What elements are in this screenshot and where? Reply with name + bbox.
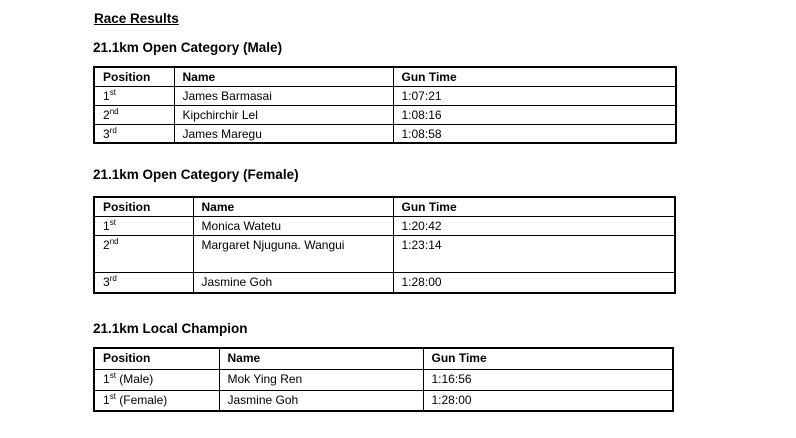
position-qualifier: (Male) <box>115 371 154 386</box>
column-header-position: Position <box>93 347 220 370</box>
gun-time-cell: 1:28:00 <box>392 271 676 294</box>
open-male-results-table: Position Name Gun Time 1st James Barmasa… <box>93 66 677 144</box>
table-row: 1st (Male) Mok Ying Ren 1:16:56 <box>93 368 674 391</box>
gun-time-cell: 1:20:42 <box>392 215 676 236</box>
open-female-results-table: Position Name Gun Time 1st Monica Watetu… <box>93 196 676 294</box>
table-row: 1st James Barmasai 1:07:21 <box>93 85 677 106</box>
column-header-name: Name <box>218 347 424 370</box>
ordinal-suffix: rd <box>109 125 117 135</box>
position-number: 1 <box>103 371 110 386</box>
table-header-row: Position Name Gun Time <box>93 347 674 370</box>
table-row: 3rd James Maregu 1:08:58 <box>93 123 677 144</box>
column-header-position: Position <box>93 196 194 217</box>
ordinal-suffix: nd <box>109 236 119 246</box>
section-heading-open-female: 21.1km Open Category (Female) <box>93 167 299 182</box>
name-cell: Margaret Njuguna. Wangui <box>192 234 394 273</box>
position-number: 2 <box>103 107 110 122</box>
column-header-position: Position <box>93 66 175 87</box>
gun-time-cell: 1:08:58 <box>392 123 677 144</box>
name-cell: Monica Watetu <box>192 215 394 236</box>
name-cell: James Maregu <box>173 123 394 144</box>
table-row: 2nd Kipchirchir Lel 1:08:16 <box>93 104 677 125</box>
ordinal-suffix: rd <box>109 273 117 283</box>
table-row: 3rd Jasmine Goh 1:28:00 <box>93 271 676 294</box>
section-heading-open-male: 21.1km Open Category (Male) <box>93 40 283 55</box>
column-header-name: Name <box>192 196 394 217</box>
ordinal-suffix: st <box>109 391 116 401</box>
gun-time-cell: 1:28:00 <box>422 389 674 412</box>
position-cell: 2nd <box>93 104 175 125</box>
position-cell: 1st <box>93 85 175 106</box>
name-cell: Jasmine Goh <box>218 389 424 412</box>
ordinal-suffix: st <box>109 370 116 380</box>
table-row: 2nd Margaret Njuguna. Wangui 1:23:14 <box>93 234 676 273</box>
ordinal-suffix: st <box>109 87 116 97</box>
gun-time-cell: 1:07:21 <box>392 85 677 106</box>
column-header-name: Name <box>173 66 394 87</box>
column-header-gun-time: Gun Time <box>392 66 677 87</box>
name-cell: Mok Ying Ren <box>218 368 424 391</box>
position-cell: 1st <box>93 215 194 236</box>
position-number: 3 <box>103 274 110 289</box>
local-champion-results-table: Position Name Gun Time 1st (Male) Mok Yi… <box>93 347 674 412</box>
section-heading-local-champion: 21.1km Local Champion <box>93 321 248 336</box>
column-header-gun-time: Gun Time <box>422 347 674 370</box>
column-header-gun-time: Gun Time <box>392 196 676 217</box>
position-number: 1 <box>103 88 110 103</box>
position-number: 2 <box>103 237 110 252</box>
position-number: 1 <box>103 392 110 407</box>
table-row: 1st Monica Watetu 1:20:42 <box>93 215 676 236</box>
table-header-row: Position Name Gun Time <box>93 66 677 87</box>
ordinal-suffix: st <box>109 217 116 227</box>
position-number: 1 <box>103 218 110 233</box>
table-row: 1st (Female) Jasmine Goh 1:28:00 <box>93 389 674 412</box>
name-cell: James Barmasai <box>173 85 394 106</box>
position-cell: 1st (Female) <box>93 389 220 412</box>
position-cell: 1st (Male) <box>93 368 220 391</box>
position-number: 3 <box>103 126 110 141</box>
gun-time-cell: 1:16:56 <box>422 368 674 391</box>
position-cell: 3rd <box>93 271 194 294</box>
name-cell: Jasmine Goh <box>192 271 394 294</box>
position-qualifier: (Female) <box>115 392 168 407</box>
gun-time-cell: 1:23:14 <box>392 234 676 273</box>
position-cell: 2nd <box>93 234 194 273</box>
document-title: Race Results <box>94 11 179 26</box>
position-cell: 3rd <box>93 123 175 144</box>
ordinal-suffix: nd <box>109 106 119 116</box>
gun-time-cell: 1:08:16 <box>392 104 677 125</box>
name-cell: Kipchirchir Lel <box>173 104 394 125</box>
table-header-row: Position Name Gun Time <box>93 196 676 217</box>
